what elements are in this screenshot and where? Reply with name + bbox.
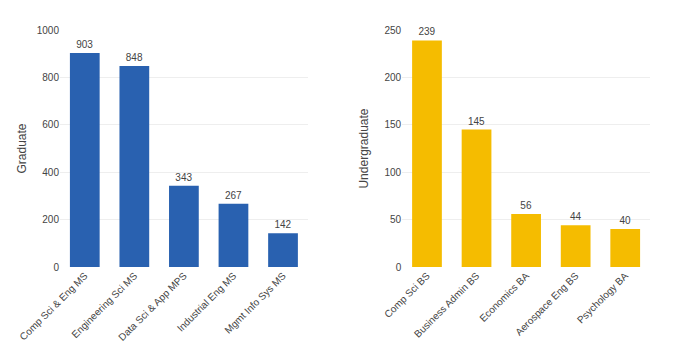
svg-text:267: 267 — [225, 190, 242, 201]
svg-text:600: 600 — [42, 119, 59, 130]
svg-text:40: 40 — [619, 215, 631, 226]
svg-text:0: 0 — [396, 262, 402, 273]
svg-text:150: 150 — [385, 119, 402, 130]
svg-text:400: 400 — [42, 167, 59, 178]
svg-text:145: 145 — [468, 116, 485, 127]
svg-text:Data Sci & App MPS: Data Sci & App MPS — [116, 270, 189, 343]
svg-text:Industrial Eng MS: Industrial Eng MS — [175, 270, 239, 334]
svg-text:Comp Sci BS: Comp Sci BS — [382, 270, 432, 320]
svg-text:Mgmt Info Sys MS: Mgmt Info Sys MS — [222, 270, 288, 336]
svg-text:200: 200 — [42, 214, 59, 225]
svg-text:56: 56 — [520, 200, 532, 211]
svg-text:44: 44 — [570, 211, 582, 222]
svg-text:Economics BA: Economics BA — [477, 270, 531, 324]
svg-text:Business Admin BS: Business Admin BS — [412, 270, 482, 340]
svg-text:343: 343 — [175, 172, 192, 183]
svg-text:Aerospace Eng BS: Aerospace Eng BS — [513, 270, 581, 338]
svg-text:142: 142 — [274, 219, 291, 230]
svg-text:100: 100 — [385, 167, 402, 178]
svg-text:Engineering Sci MS: Engineering Sci MS — [69, 270, 139, 340]
svg-text:Psychology BA: Psychology BA — [575, 270, 631, 326]
svg-text:Graduate: Graduate — [15, 123, 29, 173]
svg-text:1000: 1000 — [37, 25, 60, 36]
svg-text:250: 250 — [385, 25, 402, 36]
svg-text:200: 200 — [385, 72, 402, 83]
svg-text:50: 50 — [390, 214, 402, 225]
svg-text:0: 0 — [53, 262, 59, 273]
svg-text:Undergraduate: Undergraduate — [357, 108, 371, 188]
svg-text:903: 903 — [76, 39, 93, 50]
svg-text:Comp Sci & Eng MS: Comp Sci & Eng MS — [17, 270, 89, 342]
svg-text:800: 800 — [42, 72, 59, 83]
svg-text:239: 239 — [418, 26, 435, 37]
svg-text:848: 848 — [126, 52, 143, 63]
